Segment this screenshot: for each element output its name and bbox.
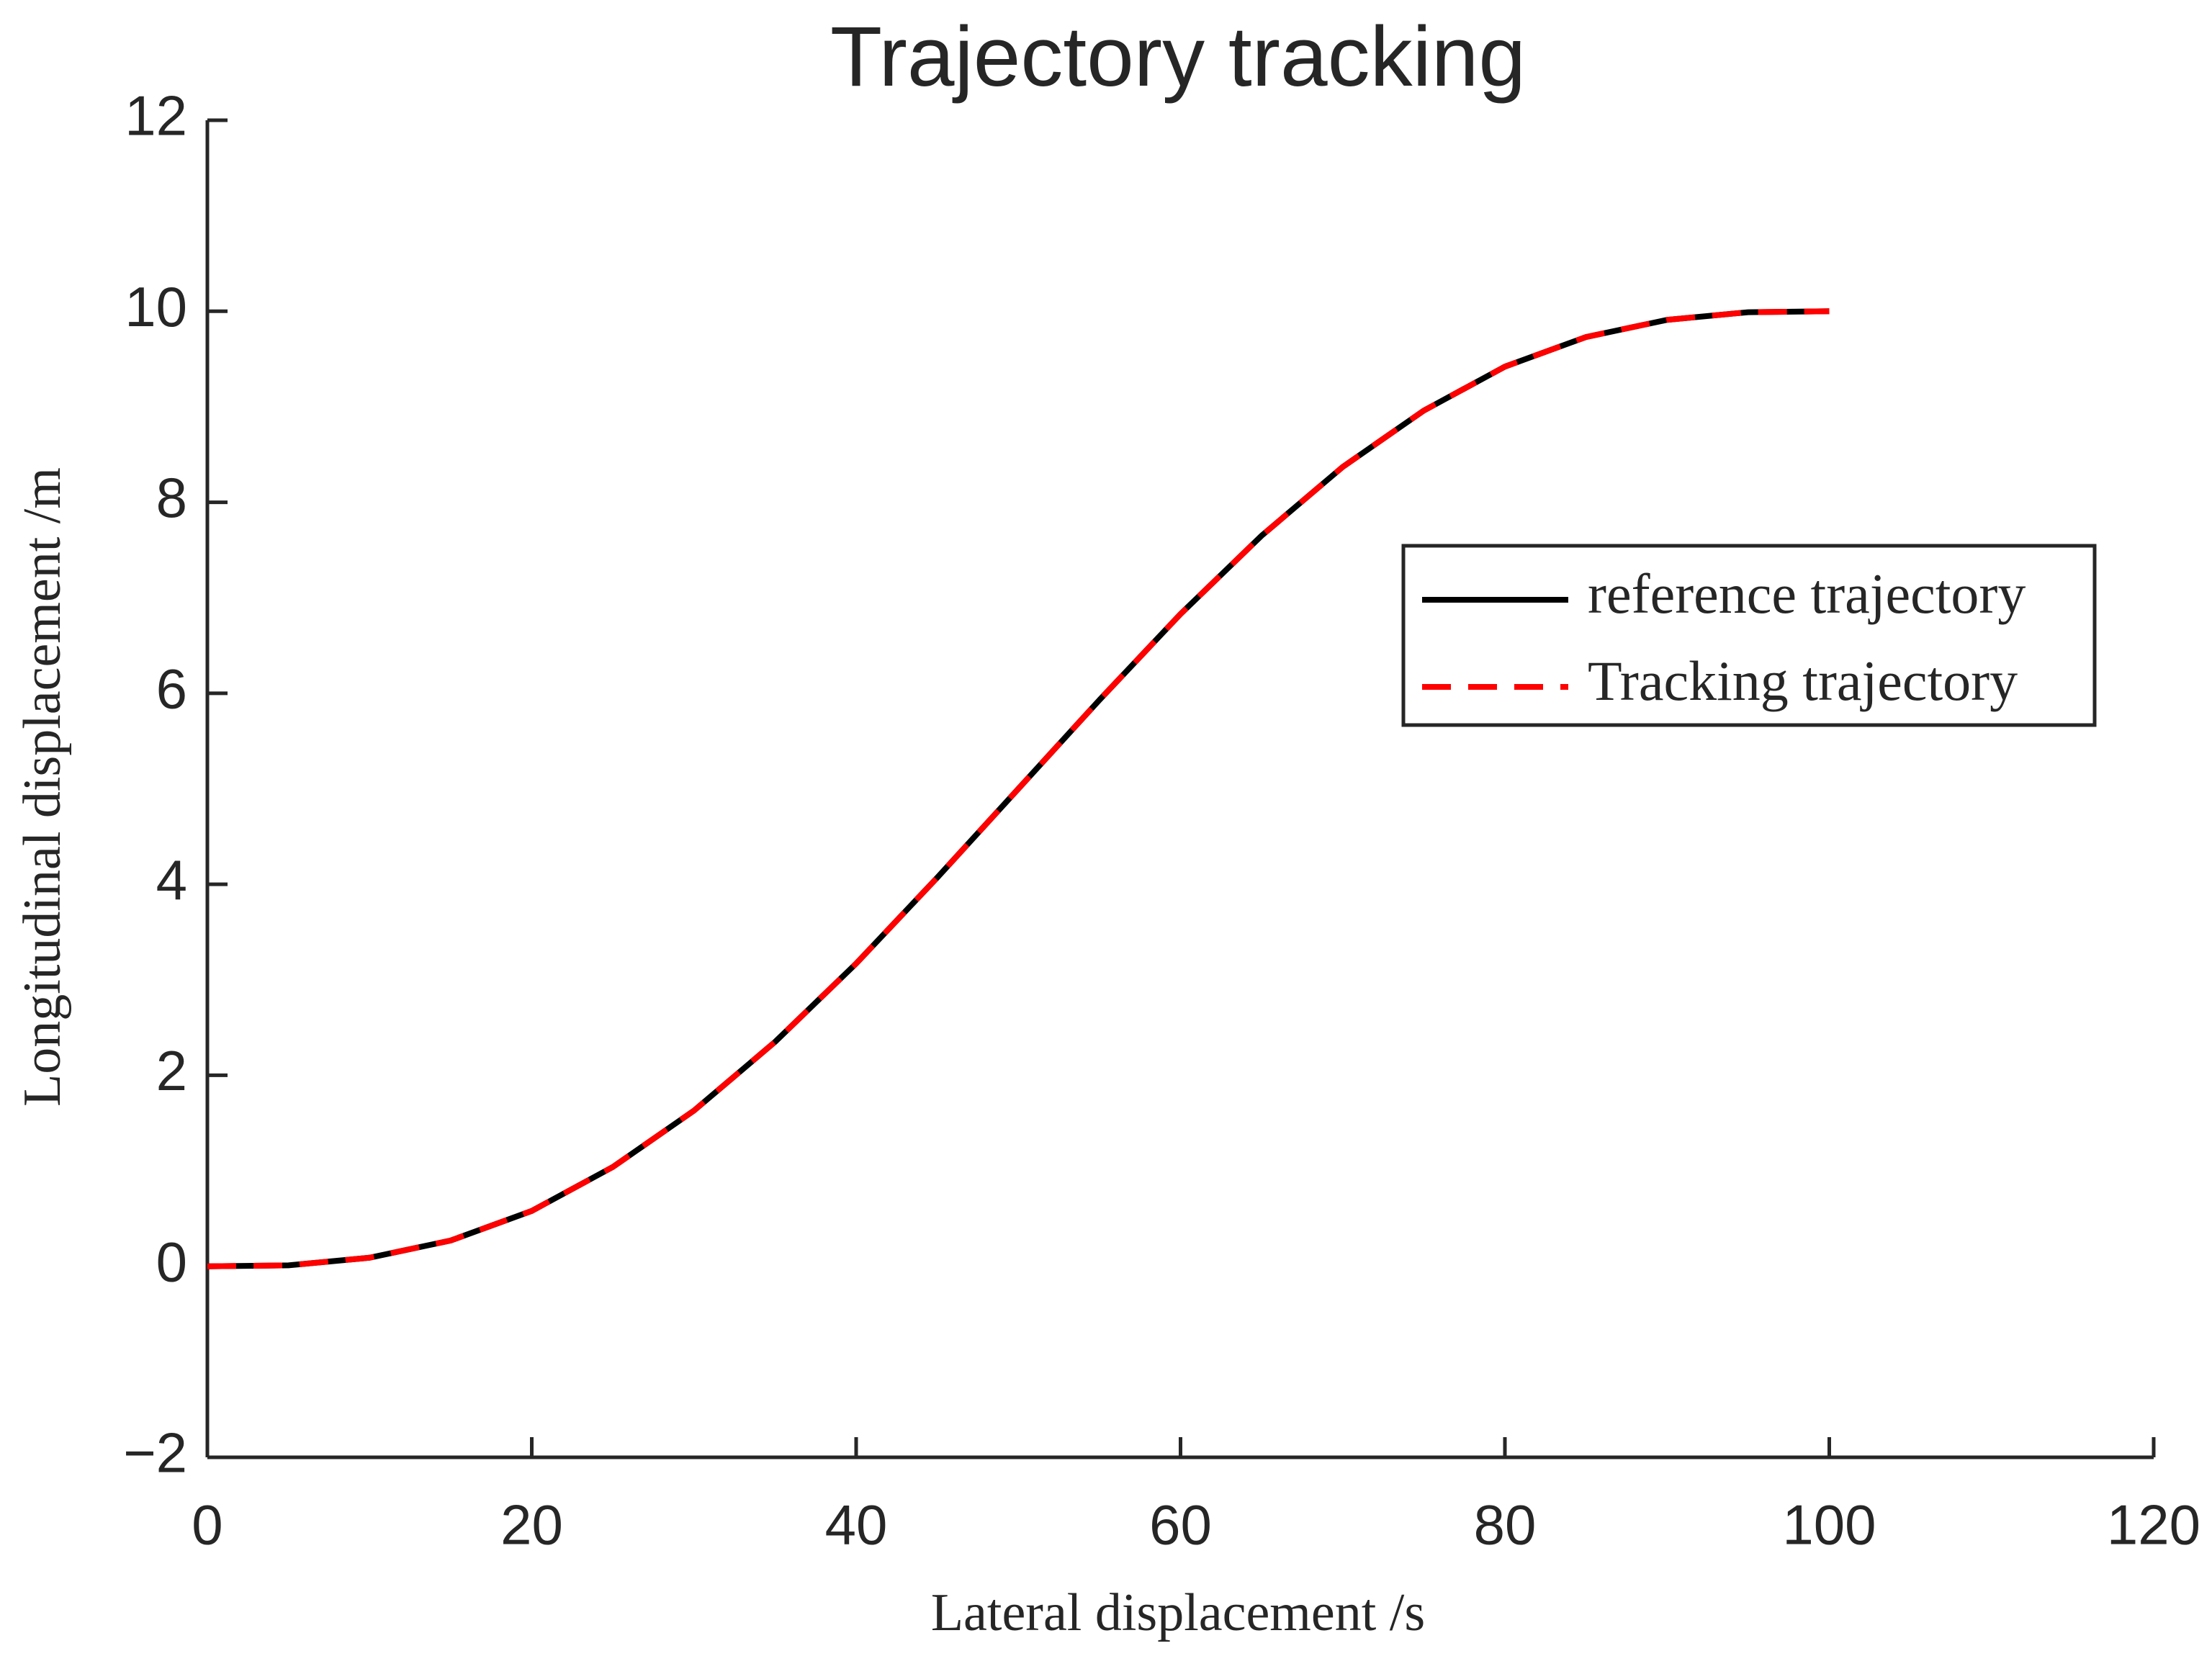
x-tick-label: 80 xyxy=(1474,1493,1537,1557)
y-tick-label: 6 xyxy=(156,657,187,720)
y-tick-label: 8 xyxy=(156,466,187,529)
legend-box xyxy=(1401,544,2097,727)
y-tick-label: 12 xyxy=(125,84,187,148)
y-tick-label: 4 xyxy=(156,848,187,912)
x-tick-label: 40 xyxy=(825,1493,888,1557)
x-tick-label: 0 xyxy=(192,1493,222,1557)
y-tick-label: 10 xyxy=(125,275,187,338)
y-axis-label: Longitudinal displacement /m xyxy=(13,467,72,1107)
y-tick-label: 0 xyxy=(156,1230,187,1293)
y-tick-label: 2 xyxy=(156,1039,187,1102)
x-tick-label: 100 xyxy=(1782,1493,1876,1557)
legend-label: reference trajectory xyxy=(1588,562,2026,625)
legend-label: Tracking trajectory xyxy=(1588,649,2018,712)
y-tick-label: −2 xyxy=(123,1421,187,1485)
x-tick-label: 60 xyxy=(1149,1493,1212,1557)
chart-title: Trajectory tracking xyxy=(830,9,1526,104)
x-tick-label: 120 xyxy=(2107,1493,2200,1557)
x-axis-label: Lateral displacement /s xyxy=(931,1583,1425,1642)
series-line xyxy=(207,308,1830,1269)
x-tick-label: 20 xyxy=(500,1493,563,1557)
legend: reference trajectory Tracking trajectory xyxy=(1401,544,2097,727)
